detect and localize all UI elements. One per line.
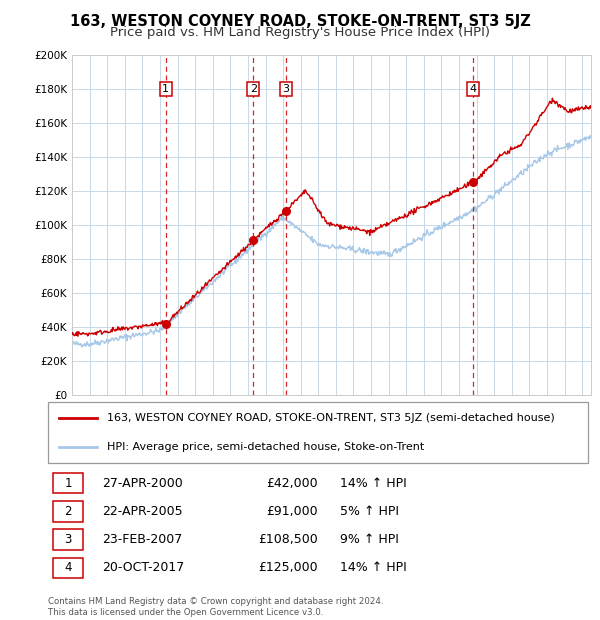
Text: Price paid vs. HM Land Registry's House Price Index (HPI): Price paid vs. HM Land Registry's House …: [110, 26, 490, 39]
Text: £42,000: £42,000: [266, 477, 318, 490]
Text: 163, WESTON COYNEY ROAD, STOKE-ON-TRENT, ST3 5JZ (semi-detached house): 163, WESTON COYNEY ROAD, STOKE-ON-TRENT,…: [107, 413, 555, 423]
Text: 3: 3: [65, 533, 72, 546]
Text: £108,500: £108,500: [258, 533, 318, 546]
Text: 14% ↑ HPI: 14% ↑ HPI: [340, 561, 406, 574]
Text: 1: 1: [65, 477, 72, 490]
Text: 9% ↑ HPI: 9% ↑ HPI: [340, 533, 398, 546]
FancyBboxPatch shape: [53, 557, 83, 578]
Text: £91,000: £91,000: [266, 505, 318, 518]
Text: 23-FEB-2007: 23-FEB-2007: [102, 533, 182, 546]
Text: Contains HM Land Registry data © Crown copyright and database right 2024.
This d: Contains HM Land Registry data © Crown c…: [48, 598, 383, 617]
Text: 4: 4: [470, 84, 477, 94]
FancyBboxPatch shape: [53, 502, 83, 521]
Text: 27-APR-2000: 27-APR-2000: [102, 477, 183, 490]
Text: HPI: Average price, semi-detached house, Stoke-on-Trent: HPI: Average price, semi-detached house,…: [107, 442, 425, 452]
Text: 1: 1: [162, 84, 169, 94]
FancyBboxPatch shape: [53, 473, 83, 494]
Text: 5% ↑ HPI: 5% ↑ HPI: [340, 505, 398, 518]
Text: 4: 4: [65, 561, 72, 574]
Text: £125,000: £125,000: [259, 561, 318, 574]
Text: 3: 3: [282, 84, 289, 94]
Text: 163, WESTON COYNEY ROAD, STOKE-ON-TRENT, ST3 5JZ: 163, WESTON COYNEY ROAD, STOKE-ON-TRENT,…: [70, 14, 530, 29]
Text: 2: 2: [250, 84, 257, 94]
Text: 2: 2: [65, 505, 72, 518]
Text: 20-OCT-2017: 20-OCT-2017: [102, 561, 184, 574]
Text: 22-APR-2005: 22-APR-2005: [102, 505, 182, 518]
FancyBboxPatch shape: [48, 402, 588, 463]
FancyBboxPatch shape: [53, 529, 83, 550]
Text: 14% ↑ HPI: 14% ↑ HPI: [340, 477, 406, 490]
